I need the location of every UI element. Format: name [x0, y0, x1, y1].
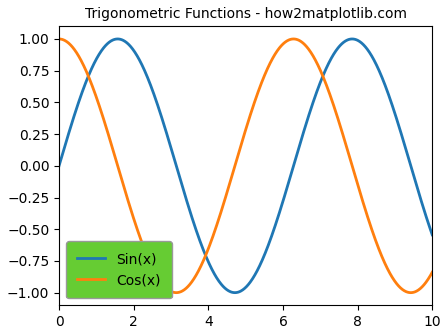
Cos(x): [313, 59, 319, 63]
Sin(x): [208, 264, 213, 268]
Title: Trigonometric Functions - how2matplotlib.com: Trigonometric Functions - how2matplotlib…: [85, 7, 407, 21]
Cos(x): [354, 181, 360, 185]
Cos(x): [56, 37, 62, 41]
Line: Sin(x): Sin(x): [59, 39, 432, 293]
Sin(x): [430, 233, 435, 237]
Cos(x): [430, 270, 435, 274]
Legend: Sin(x), Cos(x): Sin(x), Cos(x): [66, 241, 172, 298]
Sin(x): [115, 37, 121, 41]
Cos(x): [348, 158, 353, 162]
Sin(x): [233, 291, 238, 295]
Cos(x): [95, 97, 100, 101]
Sin(x): [221, 285, 227, 289]
Line: Cos(x): Cos(x): [59, 39, 432, 293]
Sin(x): [355, 38, 360, 42]
Sin(x): [313, 92, 319, 96]
Sin(x): [56, 164, 62, 168]
Sin(x): [95, 56, 100, 60]
Cos(x): [174, 291, 179, 295]
Cos(x): [208, 241, 213, 245]
Cos(x): [221, 201, 227, 205]
Sin(x): [348, 37, 353, 41]
